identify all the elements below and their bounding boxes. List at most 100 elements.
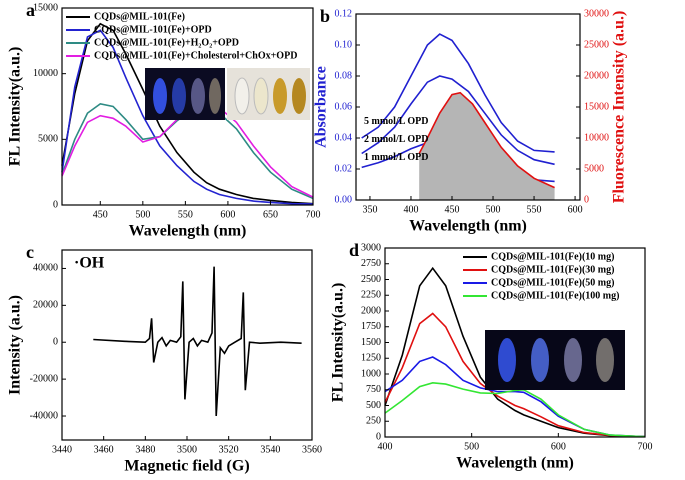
y-tick-label: -20000 xyxy=(30,373,58,384)
series-line xyxy=(361,75,555,166)
legend-label: CQDs@MIL-101(Fe)+OPD xyxy=(94,24,212,35)
y-tick-label: 5000 xyxy=(38,134,58,145)
panel: 400 500 600 700 0 250 500 750 1000 1250 1500 1750 20… xyxy=(330,240,653,472)
x-tick-label: 650 xyxy=(263,209,278,220)
y2-tick-label: 15000 xyxy=(584,101,609,112)
y-tick-label: 1500 xyxy=(361,337,381,348)
x-tick-label: 600 xyxy=(551,441,566,452)
x-axis-label: Magnetic field (G) xyxy=(124,458,249,475)
plot-frame xyxy=(61,7,314,206)
y-tick-label: 15000 xyxy=(33,2,58,13)
legend-label: CQDs@MIL-101(Fe) xyxy=(94,11,185,22)
y2-tick-label: 20000 xyxy=(584,70,609,81)
y2-tick-label: 0 xyxy=(584,194,589,205)
x-tick-label: 450 xyxy=(445,204,460,215)
y-tick-label: 2000 xyxy=(361,305,381,316)
x-tick-label: 3440 xyxy=(52,444,72,455)
y-axis-label: FL Intensity(a.u.) xyxy=(7,47,24,167)
panel: 3440 3460 3480 3500 3520 3540 3560 -40000 -20000… xyxy=(7,242,322,475)
plot-frame xyxy=(61,249,313,441)
y-tick-label: 0.06 xyxy=(335,101,353,112)
x-tick-label: 3540 xyxy=(260,444,280,455)
y2-axis-label: Fluorescence Intensity (a.u.) xyxy=(611,11,628,204)
series-line xyxy=(361,33,555,153)
x-axis-label: Wavelength (nm) xyxy=(129,223,247,240)
series-label: 5 mmol/L OPD xyxy=(364,116,428,127)
panel-label: c xyxy=(26,242,34,262)
x-tick-label: 600 xyxy=(568,204,583,215)
legend-label: CQDs@MIL-101(Fe)+Cholesterol+ChOx+OPD xyxy=(94,50,297,61)
x-tick-label: 3520 xyxy=(219,444,239,455)
x-tick-label: 450 xyxy=(93,209,108,220)
y-tick-label: 20000 xyxy=(33,300,58,311)
y-tick-label: 0 xyxy=(53,337,58,348)
y-axis-label: Absorbance xyxy=(313,66,330,148)
legend-label: CQDs@MIL-101(Fe)(100 mg) xyxy=(491,290,619,301)
x-tick-label: 3460 xyxy=(94,444,114,455)
y-tick-label: 1000 xyxy=(361,368,381,379)
series-line xyxy=(384,312,646,438)
inset-photo-d xyxy=(485,330,625,390)
area xyxy=(419,92,555,200)
y-tick-label: 0.02 xyxy=(335,163,353,174)
x-tick-label: 3500 xyxy=(177,444,197,455)
x-tick-label: 500 xyxy=(486,204,501,215)
series-line xyxy=(384,266,646,438)
annotation: ·OH xyxy=(74,255,105,272)
y-tick-label: -40000 xyxy=(30,410,58,421)
y-tick-label: 0.04 xyxy=(335,132,353,143)
x-tick-label: 500 xyxy=(464,441,479,452)
y-tick-label: 0.10 xyxy=(335,39,353,50)
x-tick-label: 700 xyxy=(638,441,653,452)
y-tick-label: 3000 xyxy=(361,242,381,253)
series-line xyxy=(93,266,302,417)
x-tick-label: 3560 xyxy=(302,444,322,455)
x-axis-label: Wavelength (nm) xyxy=(456,455,574,472)
series-line xyxy=(418,91,555,189)
y-tick-label: 40000 xyxy=(33,263,58,274)
x-axis-label: Wavelength (nm) xyxy=(409,218,527,235)
y-tick-label: 500 xyxy=(366,400,381,411)
x-tick-label: 350 xyxy=(362,204,377,215)
x-tick-label: 700 xyxy=(306,209,321,220)
inset-photo-a xyxy=(145,68,310,120)
y-tick-label: 0 xyxy=(53,199,58,210)
x-tick-label: 3480 xyxy=(135,444,155,455)
series-line xyxy=(384,381,646,438)
x-tick-label: 400 xyxy=(403,204,418,215)
y2-tick-label: 5000 xyxy=(584,163,604,174)
y2-tick-label: 25000 xyxy=(584,39,609,50)
x-tick-label: 600 xyxy=(220,209,235,220)
y-axis-label: FL Intensity(a.u.) xyxy=(330,283,347,403)
x-tick-label: 550 xyxy=(178,209,193,220)
series-label: 2 mmol/L OPD xyxy=(364,134,428,145)
y-tick-label: 2250 xyxy=(361,290,381,301)
y-tick-label: 0.12 xyxy=(335,8,353,19)
panel-label: a xyxy=(26,0,35,20)
legend-label: CQDs@MIL-101(Fe)(30 mg) xyxy=(491,264,614,275)
x-tick-label: 500 xyxy=(135,209,150,220)
series-line xyxy=(61,103,314,200)
series-line xyxy=(61,22,314,205)
series-line xyxy=(61,29,314,205)
series-label: 1 mmol/L OPD xyxy=(364,152,428,163)
legend-label: CQDs@MIL-101(Fe)+H₂O₂+OPD xyxy=(94,37,239,48)
y2-tick-label: 10000 xyxy=(584,132,609,143)
panel-label: b xyxy=(320,6,330,26)
panel: 450 500 550 600 650 700 0 5000 10000 15000 Wavelen… xyxy=(7,0,321,240)
y-tick-label: 0.00 xyxy=(335,194,353,205)
panel: 350 400 450 500 550 600 0.00 0.02 0.04 0.06 0.08 0.… xyxy=(313,6,628,235)
panel-label: d xyxy=(349,240,359,260)
x-tick-label: 400 xyxy=(378,441,393,452)
y2-tick-label: 30000 xyxy=(584,8,609,19)
y-tick-label: 0 xyxy=(376,431,381,442)
y-tick-label: 1250 xyxy=(361,353,381,364)
y-tick-label: 2750 xyxy=(361,258,381,269)
x-tick-label: 550 xyxy=(527,204,542,215)
y-tick-label: 750 xyxy=(366,384,381,395)
y-tick-label: 2500 xyxy=(361,274,381,285)
y-tick-label: 1750 xyxy=(361,321,381,332)
y-tick-label: 10000 xyxy=(33,68,58,79)
legend-label: CQDs@MIL-101(Fe)(10 mg) xyxy=(491,251,614,262)
